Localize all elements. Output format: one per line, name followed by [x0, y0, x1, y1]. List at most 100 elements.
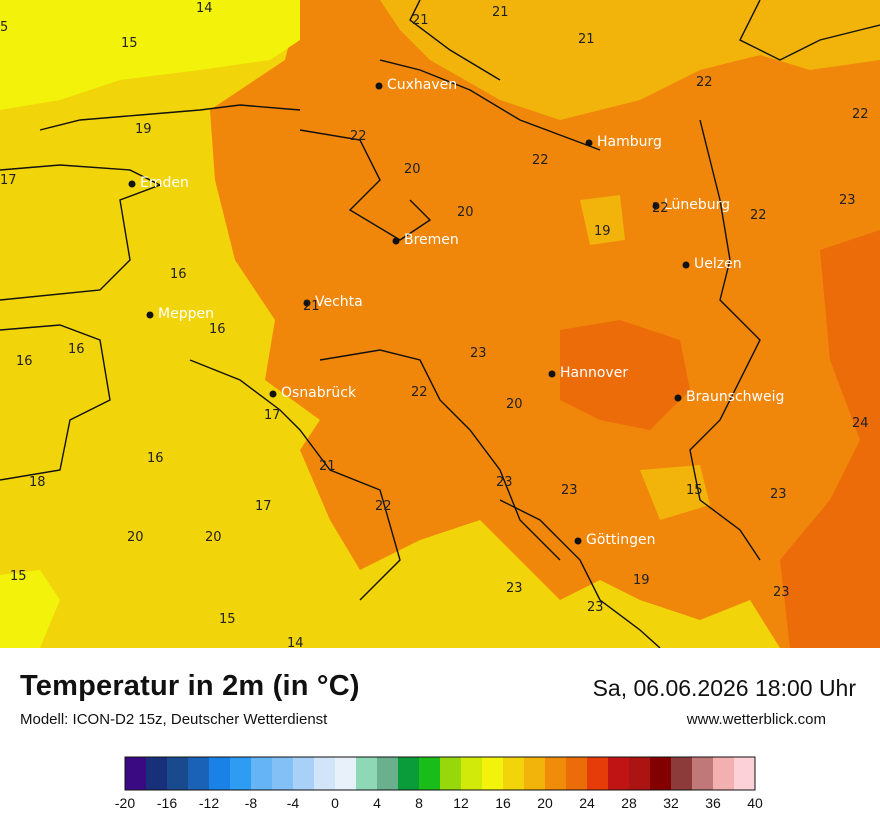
- city-label-cuxhaven: Cuxhaven: [387, 77, 457, 93]
- temperature-map: Cuxhaven Hamburg Emden Lüneburg Bremen U…: [0, 0, 880, 648]
- temp-label: 20: [457, 205, 474, 220]
- legend-tick-label: 16: [495, 795, 511, 811]
- temp-label: 20: [404, 162, 421, 177]
- legend-swatch: [251, 757, 273, 790]
- legend-swatch: [692, 757, 714, 790]
- temp-label: 23: [839, 193, 856, 208]
- city-label-bremen: Bremen: [404, 232, 459, 248]
- temp-label: 22: [411, 385, 428, 400]
- legend-swatch: [398, 757, 420, 790]
- map-zone-yellow-bright-sw: [0, 570, 60, 648]
- city-dot-bremen: [392, 237, 400, 245]
- legend-swatch: [314, 757, 336, 790]
- legend-tick-label: 32: [663, 795, 679, 811]
- temp-label: 22: [532, 153, 549, 168]
- legend-tick-label: 0: [331, 795, 339, 811]
- temp-label: 20: [205, 530, 222, 545]
- legend-tick-label: -20: [115, 795, 135, 811]
- legend-swatch: [482, 757, 504, 790]
- city-dot-hamburg: [585, 139, 593, 147]
- map-zone-yellow-patch: [580, 195, 625, 245]
- color-legend: -20 -16 -12 -8 -4 0 4 8 12 16 20 24 28 32 36 40: [0, 750, 880, 830]
- temp-label: 21: [303, 299, 320, 314]
- temp-label: 16: [209, 322, 226, 337]
- legend-tick-label: 8: [415, 795, 423, 811]
- temp-label: 16: [16, 354, 33, 369]
- temp-label: 23: [770, 487, 787, 502]
- forecast-datetime: Sa, 06.06.2026 18:00 Uhr: [592, 675, 856, 701]
- city-dot-emden: [128, 180, 136, 188]
- city-dot-lueneburg: [652, 202, 660, 210]
- legend-swatch: [734, 757, 756, 790]
- legend-tick-label: -16: [157, 795, 177, 811]
- legend-swatch: [587, 757, 609, 790]
- legend-swatch: [503, 757, 525, 790]
- city-label-osnabrueck: Osnabrück: [281, 385, 357, 401]
- legend-swatch: [356, 757, 378, 790]
- legend-swatch: [293, 757, 315, 790]
- temp-label: 21: [492, 5, 509, 20]
- city-label-goettingen: Göttingen: [586, 532, 656, 548]
- legend-swatch: [209, 757, 231, 790]
- legend-swatch: [713, 757, 735, 790]
- legend-swatch: [272, 757, 294, 790]
- temp-label: 21: [578, 32, 595, 47]
- temp-label: 23: [587, 600, 604, 615]
- map-zone-darkorange-hannover: [560, 320, 690, 430]
- temp-label: 24: [852, 416, 869, 431]
- temp-label: 18: [29, 475, 46, 490]
- borders: [0, 0, 880, 648]
- city-dot-meppen: [146, 311, 154, 319]
- city-label-hamburg: Hamburg: [597, 134, 662, 150]
- legend-swatch: [608, 757, 630, 790]
- legend-tick-label: 24: [579, 795, 595, 811]
- legend-swatch: [650, 757, 672, 790]
- legend-swatch: [377, 757, 399, 790]
- legend-tick-label: -12: [199, 795, 219, 811]
- temp-label: 16: [68, 342, 85, 357]
- map-zone-darkorange-east: [780, 230, 880, 648]
- city-label-lueneburg: Lüneburg: [664, 197, 730, 213]
- city-label-meppen: Meppen: [158, 306, 214, 322]
- map-title: Temperatur in 2m (in °C): [20, 670, 360, 702]
- legend-tick-label: -8: [245, 795, 258, 811]
- legend-tick-label: 20: [537, 795, 553, 811]
- temp-label: 16: [170, 267, 187, 282]
- site-link[interactable]: www.wetterblick.com: [686, 711, 826, 728]
- city-label-uelzen: Uelzen: [694, 256, 742, 272]
- city-label-emden: Emden: [140, 175, 189, 191]
- map-zone-yellow-harz: [640, 465, 710, 520]
- legend-tick-label: 40: [747, 795, 763, 811]
- temp-label: 22: [750, 208, 767, 223]
- temp-label: 21: [319, 459, 336, 474]
- legend-swatch: [671, 757, 693, 790]
- temp-label: 23: [773, 585, 790, 600]
- temp-label: 14: [287, 636, 304, 648]
- temp-label: 5: [0, 20, 8, 35]
- temp-label: 23: [470, 346, 487, 361]
- temp-label: 15: [121, 36, 138, 51]
- map-zone-yellow-bright: [0, 0, 300, 110]
- legend-swatch: [146, 757, 168, 790]
- legend-swatch: [167, 757, 189, 790]
- city-dot-braunschweig: [674, 394, 682, 402]
- temp-label: 22: [696, 75, 713, 90]
- temp-label: 17: [264, 408, 281, 423]
- legend-swatch: [440, 757, 462, 790]
- temp-label: 20: [506, 397, 523, 412]
- temp-label: 16: [147, 451, 164, 466]
- temp-label: 19: [633, 573, 650, 588]
- city-dot-hannover: [548, 370, 556, 378]
- legend-swatch: [125, 757, 147, 790]
- temp-label: 22: [350, 129, 367, 144]
- city-dot-goettingen: [574, 537, 582, 545]
- legend-tick-label: 36: [705, 795, 721, 811]
- city-dot-uelzen: [682, 261, 690, 269]
- legend-swatch: [335, 757, 357, 790]
- map-subtitle: Modell: ICON-D2 15z, Deutscher Wetterdie…: [20, 711, 328, 728]
- legend-swatch: [230, 757, 252, 790]
- city-label-braunschweig: Braunschweig: [686, 389, 784, 405]
- temp-label: 19: [594, 224, 611, 239]
- temp-label: 14: [196, 1, 213, 16]
- temp-label: 23: [496, 475, 513, 490]
